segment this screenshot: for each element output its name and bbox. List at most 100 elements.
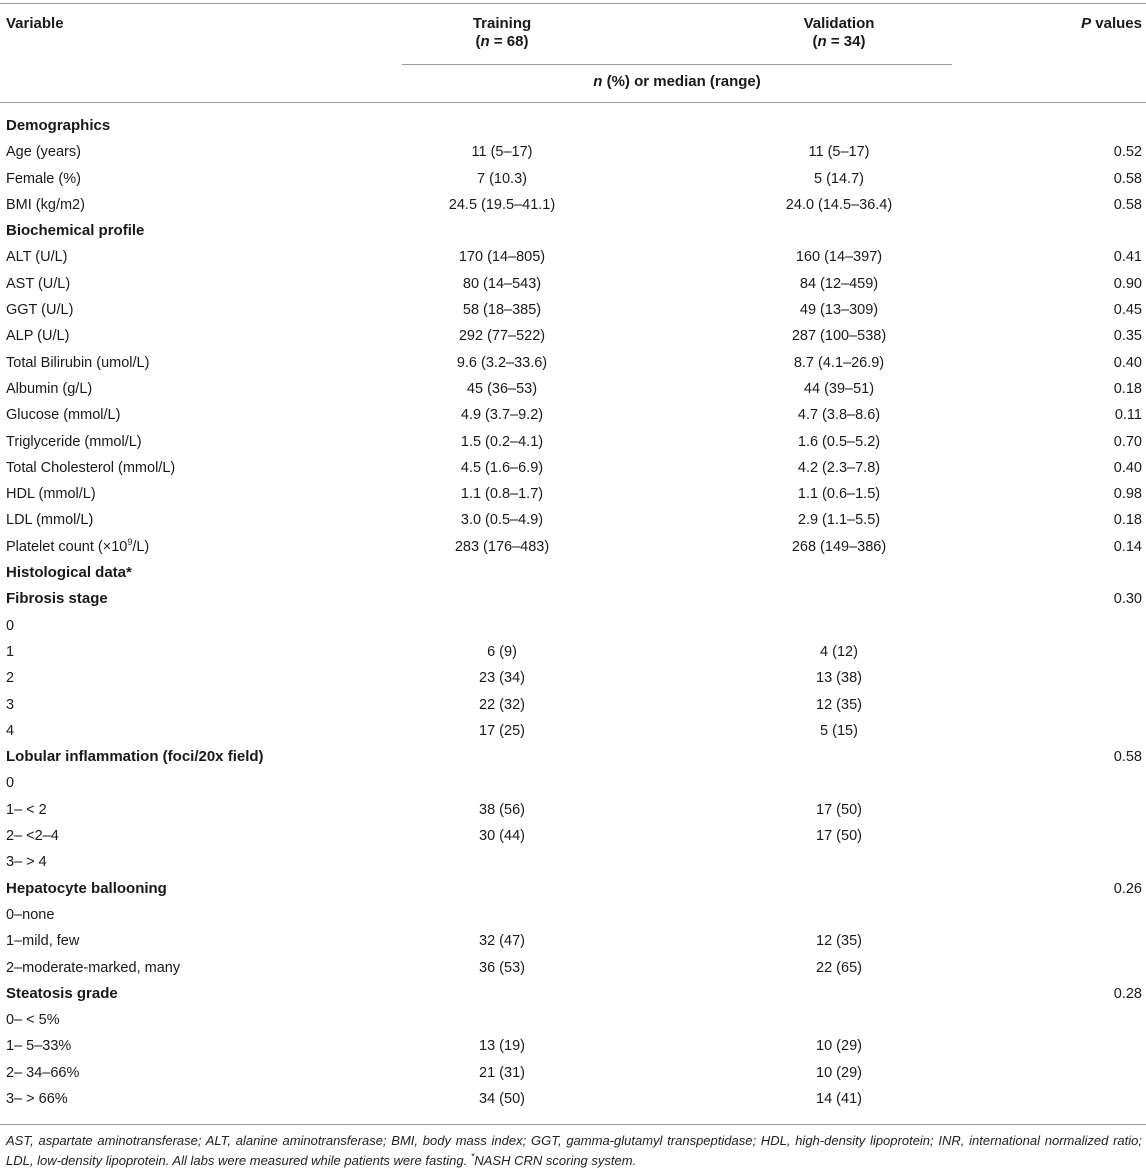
table-row: 2 23 (34) 13 (38)	[0, 665, 1146, 691]
table-row: 0	[0, 770, 1146, 796]
table-row: Total Cholesterol (mmol/L) 4.5 (1.6–6.9) 4…	[0, 455, 1146, 481]
row-label: Hepatocyte ballooning	[6, 879, 167, 897]
table-row: Albumin (g/L) 45 (36–53) 44 (39–51) 0.18	[0, 376, 1146, 402]
validation-value: 10 (29)	[816, 1064, 862, 1081]
p-value: 0.70	[1113, 433, 1142, 450]
training-value: 34 (50)	[479, 1090, 525, 1107]
section-row: Steatosis grade 0.28	[0, 981, 1146, 1007]
table-row: HDL (mmol/L) 1.1 (0.8–1.7) 1.1 (0.6–1.5) 0.…	[0, 481, 1146, 507]
table-top-rule	[0, 3, 1146, 4]
row-label: Biochemical profile	[6, 222, 145, 240]
table-row: BMI (kg/m2) 24.5 (19.5–41.1) 24.0 (14.5–36…	[0, 192, 1146, 218]
validation-value: 2.9 (1.1–5.5)	[797, 512, 881, 529]
row-label: Lobular inflammation (foci/20x field)	[6, 748, 264, 766]
p-value: 0.14	[1113, 538, 1142, 555]
table-row: Glucose (mmol/L) 4.9 (3.7–9.2) 4.7 (3.8–8.…	[0, 402, 1146, 428]
training-value: 4.9 (3.7–9.2)	[460, 407, 544, 424]
header-validation-label: Validation	[803, 15, 875, 32]
row-label: Histological data*	[6, 564, 132, 582]
section-row: Demographics	[0, 113, 1146, 139]
validation-value: 5 (14.7)	[814, 170, 864, 187]
validation-value: 11 (5–17)	[808, 144, 870, 161]
training-value: 80 (14–543)	[462, 275, 542, 292]
row-label: Triglyceride (mmol/L)	[6, 433, 142, 450]
row-label: 2– <2–4	[6, 828, 59, 845]
training-value: 9.6 (3.2–33.6)	[456, 354, 548, 371]
validation-value: 44 (39–51)	[803, 380, 875, 397]
header-training: Training (n = 68)	[382, 15, 622, 51]
validation-value: 17 (50)	[816, 801, 862, 818]
p-value: 0.58	[1113, 196, 1142, 213]
training-value: 32 (47)	[479, 933, 525, 950]
row-label: 0– < 5%	[6, 1012, 60, 1029]
p-value: 0.58	[1113, 170, 1142, 187]
row-label: 0	[6, 617, 15, 634]
p-value: 0.11	[1114, 407, 1142, 424]
table-row: 0	[0, 613, 1146, 639]
row-label: 2	[6, 670, 15, 687]
table-row: 1– < 2 38 (56) 17 (50)	[0, 797, 1146, 823]
table-row: 3– > 4	[0, 849, 1146, 875]
header-validation: Validation (n = 34)	[719, 15, 959, 51]
p-value: 0.18	[1113, 380, 1142, 397]
p-value: 0.26	[1113, 880, 1142, 897]
row-label: 2– 34–66%	[6, 1064, 80, 1081]
training-value: 24.5 (19.5–41.1)	[448, 196, 556, 213]
table-row: 1– 5–33% 13 (19) 10 (29)	[0, 1033, 1146, 1059]
p-value: 0.18	[1113, 512, 1142, 529]
table-row: 3 22 (32) 12 (35)	[0, 692, 1146, 718]
p-value: 0.40	[1113, 459, 1142, 476]
validation-value: 4 (12)	[820, 643, 858, 660]
row-label: Fibrosis stage	[6, 590, 108, 608]
training-value: 58 (18–385)	[462, 302, 542, 319]
validation-value: 160 (14–397)	[795, 249, 883, 266]
table-row: ALT (U/L) 170 (14–805) 160 (14–397) 0.41	[0, 244, 1146, 270]
validation-value: 14 (41)	[816, 1090, 862, 1107]
section-row: Lobular inflammation (foci/20x field) 0.5…	[0, 744, 1146, 770]
row-label: GGT (U/L)	[6, 302, 74, 319]
validation-value: 13 (38)	[816, 670, 862, 687]
table-header-rule	[0, 102, 1146, 103]
training-value: 7 (10.3)	[477, 170, 527, 187]
p-value: 0.28	[1113, 985, 1142, 1002]
row-label: BMI (kg/m2)	[6, 196, 85, 213]
p-value: 0.45	[1113, 302, 1142, 319]
table-row: Total Bilirubin (umol/L) 9.6 (3.2–33.6) 8.…	[0, 350, 1146, 376]
row-label: 0–none	[6, 906, 55, 923]
footnote-mark: *	[470, 1151, 475, 1162]
row-label: 1	[6, 643, 15, 660]
validation-value: 1.1 (0.6–1.5)	[797, 486, 881, 503]
training-value: 3.0 (0.5–4.9)	[460, 512, 544, 529]
table-row: 2– 34–66% 21 (31) 10 (29)	[0, 1060, 1146, 1086]
p-value: 0.40	[1113, 354, 1142, 371]
row-label: ALT (U/L)	[6, 249, 68, 266]
training-value: 36 (53)	[479, 959, 525, 976]
header-validation-n: (n = 34)	[812, 33, 866, 50]
p-value: 0.58	[1113, 749, 1142, 766]
table-row: ALP (U/L) 292 (77–522) 287 (100–538) 0.35	[0, 323, 1146, 349]
row-label: 2–moderate-marked, many	[6, 959, 181, 976]
table-row: 2– <2–4 30 (44) 17 (50)	[0, 823, 1146, 849]
table-row: Triglyceride (mmol/L) 1.5 (0.2–4.1) 1.6 (0…	[0, 429, 1146, 455]
validation-value: 84 (12–459)	[799, 275, 879, 292]
section-row: Biochemical profile	[0, 218, 1146, 244]
table-row: Platelet count (×109/L) 283 (176–483) 268 …	[0, 534, 1146, 560]
p-value: 0.52	[1113, 144, 1142, 161]
table-row: 2–moderate-marked, many 36 (53) 22 (65)	[0, 955, 1146, 981]
header-training-label: Training	[472, 15, 532, 32]
table-row: 3– > 66% 34 (50) 14 (41)	[0, 1086, 1146, 1112]
table-row: 0–none	[0, 902, 1146, 928]
section-row: Fibrosis stage 0.30	[0, 586, 1146, 612]
row-label: Total Cholesterol (mmol/L)	[6, 459, 176, 476]
training-value: 30 (44)	[479, 828, 525, 845]
table-row: Female (%) 7 (10.3) 5 (14.7) 0.58	[0, 166, 1146, 192]
validation-value: 287 (100–538)	[791, 328, 887, 345]
table-footnote: AST, aspartate aminotransferase; ALT, al…	[6, 1133, 1142, 1168]
header-training-n: (n = 68)	[475, 33, 529, 50]
row-label: Age (years)	[6, 144, 81, 161]
training-value: 1.5 (0.2–4.1)	[460, 433, 544, 450]
training-value: 6 (9)	[487, 643, 517, 660]
row-label: ALP (U/L)	[6, 328, 70, 345]
training-value: 283 (176–483)	[454, 538, 550, 555]
